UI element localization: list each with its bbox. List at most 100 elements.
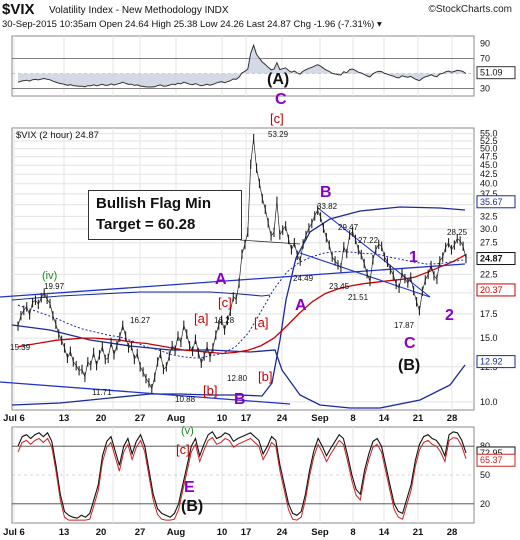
rsi-y-tick-label: 90 bbox=[480, 39, 490, 49]
stoch-x-tick-label: 21 bbox=[413, 527, 424, 538]
price-y-tick-label: 55.0 bbox=[480, 129, 498, 139]
wave-label-2: 2 bbox=[445, 307, 454, 324]
price-value-label: 33.82 bbox=[317, 202, 338, 211]
wave-label-C-top: C bbox=[275, 91, 287, 108]
flag-target-line1: Bullish Flag Min bbox=[96, 195, 211, 212]
price-right-badge-label: 35.67 bbox=[480, 197, 503, 207]
stoch-x-tick-label: 17 bbox=[241, 527, 252, 538]
price-y-tick-label: 52.5 bbox=[480, 136, 498, 146]
rsi-fill bbox=[18, 45, 466, 87]
wave-label-a2: [a] bbox=[254, 315, 269, 330]
index-name: Volatility Index - New Methodology INDX bbox=[49, 5, 229, 16]
price-y-tick-label: 22.5 bbox=[480, 269, 498, 279]
quote-line: 30-Sep-2015 10:35am Open 24.64 High 25.3… bbox=[2, 19, 382, 30]
rsi-y-tick-label: 70 bbox=[480, 54, 490, 64]
wave-label-b1: [b] bbox=[203, 383, 218, 398]
trendline-upper bbox=[0, 263, 466, 298]
price-panel-title: $VIX (2 hour) 24.87 bbox=[16, 130, 99, 141]
stoch-x-tick-label: 24 bbox=[277, 527, 288, 538]
wave-label-c-lower: [c] bbox=[176, 442, 190, 457]
stoch-x-tick-label: Sep bbox=[311, 527, 329, 538]
stoch-k-line bbox=[17, 431, 467, 519]
flag-target-line2: Target = 60.28 bbox=[96, 216, 196, 233]
price-y-tick-label: 32.5 bbox=[480, 211, 498, 221]
stoch-right-badge bbox=[476, 453, 516, 467]
envelope-line bbox=[11, 291, 271, 301]
price-right-badge bbox=[476, 355, 516, 369]
stoch-x-tick-label: Jul 6 bbox=[3, 527, 25, 538]
price-line bbox=[17, 138, 467, 390]
price-value-label: 16.27 bbox=[130, 316, 151, 325]
price-value-label: 53.29 bbox=[268, 130, 289, 139]
bollinger-band-lower bbox=[11, 324, 466, 409]
rsi-right-badge-label: 51.09 bbox=[480, 68, 503, 78]
price-x-tick-label: 14 bbox=[379, 413, 390, 424]
stoch-x-tick-label: 14 bbox=[379, 527, 390, 538]
price-value-label: 21.51 bbox=[348, 293, 369, 302]
price-x-tick-label: 27 bbox=[135, 413, 146, 424]
price-value-label: 15.39 bbox=[10, 343, 31, 352]
wave-label-A-mid: A bbox=[295, 297, 307, 314]
wave-label-C-low: C bbox=[404, 335, 416, 352]
price-y-tick-label: 10.0 bbox=[480, 397, 498, 407]
stoch-right-badge-label: 72.95 bbox=[480, 448, 503, 458]
price-right-badge bbox=[476, 195, 516, 209]
moving-average-red bbox=[17, 254, 467, 355]
price-y-tick-label: 15.0 bbox=[480, 333, 498, 343]
price-x-tick-label: 21 bbox=[413, 413, 424, 424]
brand-logo: ©StockCharts.com bbox=[428, 4, 512, 15]
price-right-badge bbox=[476, 252, 516, 266]
wave-label-B-top: B bbox=[320, 184, 332, 201]
price-right-badge-label: 20.37 bbox=[480, 285, 503, 295]
price-value-label: 10.88 bbox=[175, 395, 196, 404]
wave-label-B-bottom: B bbox=[234, 391, 246, 408]
trendline-lower bbox=[0, 381, 291, 405]
stoch-x-tick-label: 27 bbox=[135, 527, 146, 538]
price-value-label: 11.71 bbox=[92, 388, 112, 397]
price-value-label: 17.87 bbox=[394, 321, 415, 330]
wave-label-b2: [b] bbox=[258, 369, 273, 384]
wave-label-c-bracket: [c] bbox=[270, 111, 284, 126]
wave-label-E-lower: E bbox=[184, 479, 195, 496]
stoch-x-tick-label: 10 bbox=[217, 527, 228, 538]
stoch-x-tick-label: Aug bbox=[167, 527, 186, 538]
price-x-tick-label: Aug bbox=[167, 413, 186, 424]
stoch-x-tick-label: 20 bbox=[96, 527, 107, 538]
price-x-tick-label: 17 bbox=[241, 413, 252, 424]
price-x-tick-label: 10 bbox=[217, 413, 228, 424]
price-y-tick-label: 40.0 bbox=[480, 179, 498, 189]
wave-label-A-left: A bbox=[215, 271, 227, 288]
price-value-label: 27.22 bbox=[358, 236, 379, 245]
price-value-label: 28.25 bbox=[447, 228, 468, 237]
symbol-label: $VIX bbox=[2, 1, 35, 18]
flag-line-2 bbox=[299, 252, 431, 298]
stoch-y-tick-label: 80 bbox=[480, 441, 490, 451]
price-value-label: 24.49 bbox=[293, 274, 314, 283]
price-y-tick-label: 37.5 bbox=[480, 189, 498, 199]
chart-header: $VIX Volatility Index - New Methodology … bbox=[0, 0, 520, 34]
wave-label-iv: (iv) bbox=[42, 270, 58, 282]
rsi-y-tick-label: 30 bbox=[480, 84, 490, 94]
stoch-y-tick-label: 20 bbox=[480, 499, 490, 509]
price-right-badge-label: 24.87 bbox=[480, 254, 503, 264]
stoch-right-badge-label: 65.37 bbox=[480, 455, 503, 465]
wave-label-v: (v) bbox=[181, 425, 194, 437]
price-x-tick-label: Sep bbox=[311, 413, 329, 424]
wave-label-a1: [a] bbox=[194, 311, 209, 326]
flag-target-box: Bullish Flag Min Target = 60.28 bbox=[88, 190, 242, 240]
bollinger-band-upper bbox=[11, 206, 466, 406]
rsi-panel-frame bbox=[11, 35, 475, 97]
stoch-y-tick-label: 50 bbox=[480, 470, 490, 480]
price-y-tick-label: 47.5 bbox=[480, 152, 498, 162]
price-y-tick-label: 17.5 bbox=[480, 309, 498, 319]
price-x-tick-label: 28 bbox=[447, 413, 458, 424]
price-x-tick-label: 8 bbox=[350, 413, 355, 424]
price-value-label: 19.97 bbox=[44, 282, 65, 291]
rsi-right-badge bbox=[476, 66, 516, 80]
price-right-badge-label: 12.92 bbox=[480, 357, 503, 367]
price-y-tick-label: 30.0 bbox=[480, 224, 498, 234]
price-right-badge bbox=[476, 283, 516, 297]
stoch-d-line bbox=[17, 436, 467, 521]
